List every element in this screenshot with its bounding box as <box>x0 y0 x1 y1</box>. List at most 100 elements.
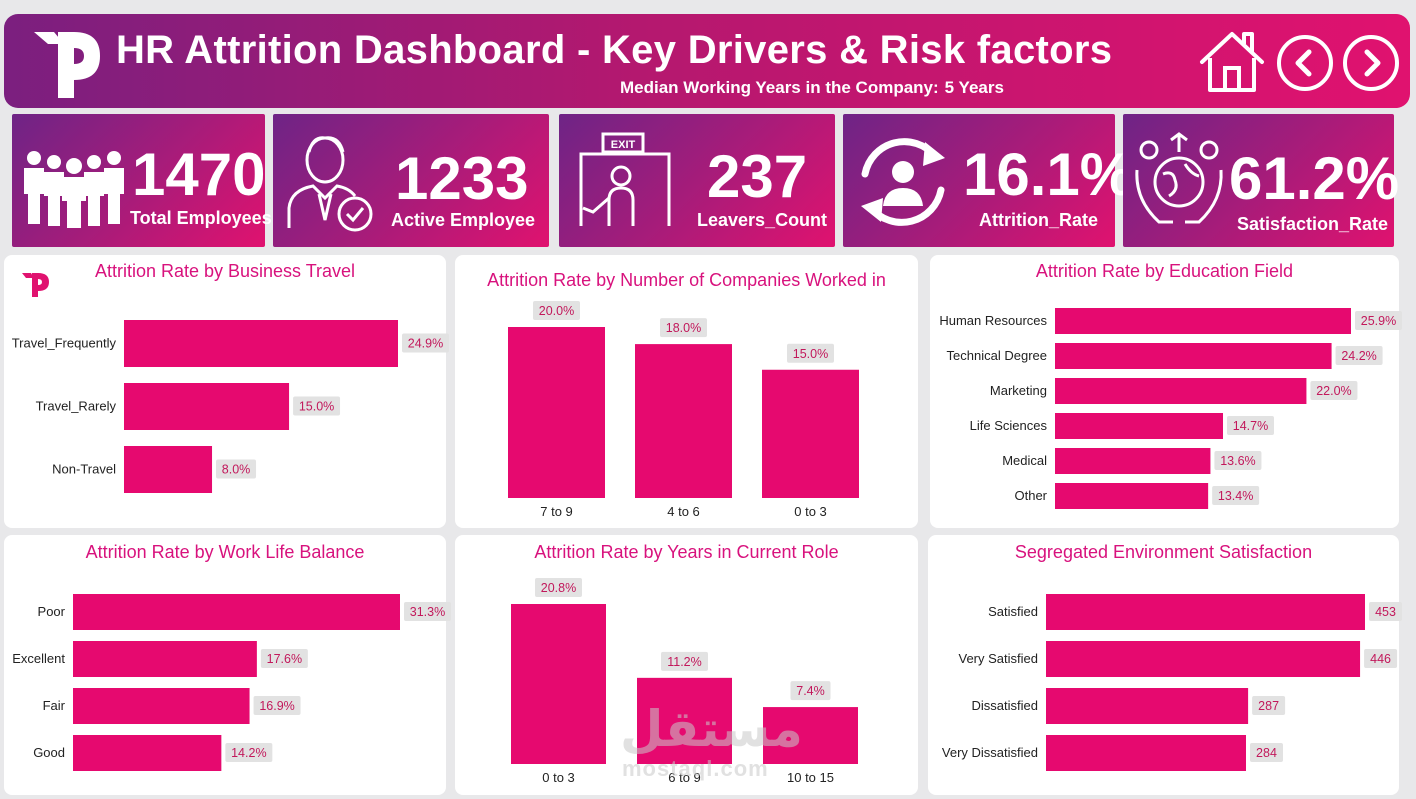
kpi-attrition-rate-label: Attrition_Rate <box>979 210 1099 230</box>
data-label: 14.7% <box>1233 419 1268 433</box>
company-logo <box>34 32 100 98</box>
median-years-value: 5 Years <box>944 78 1004 97</box>
kpi-satisfaction-rate-label: Satisfaction_Rate <box>1237 214 1389 234</box>
data-label: 22.0% <box>1316 384 1351 398</box>
category-label: Travel_Rarely <box>36 399 117 414</box>
bar <box>763 707 858 764</box>
kpi-active-employee-label: Active Employee <box>391 210 536 230</box>
hands-globe-icon <box>1135 132 1223 224</box>
data-label-bg <box>660 318 707 338</box>
data-label: 453 <box>1375 605 1396 619</box>
card-business-travel: Attrition Rate by Business Travel Travel… <box>4 255 449 528</box>
watermark-latin: mostaql.com <box>622 756 769 781</box>
bar <box>73 641 257 677</box>
median-years-label: Median Working Years in the Company: <box>620 78 939 97</box>
data-label-bg <box>216 459 257 479</box>
data-label: 14.2% <box>231 746 266 760</box>
data-label-bg <box>1212 486 1260 505</box>
category-label: Good <box>33 745 65 760</box>
kpi-active-employee: 1233 Active Employee <box>273 114 549 247</box>
page-title: HR Attrition Dashboard - Key Drivers & R… <box>116 28 1113 72</box>
data-label: 20.8% <box>541 581 576 595</box>
category-label: Life Sciences <box>970 418 1048 433</box>
people-group-icon <box>24 151 124 228</box>
bar <box>511 604 606 764</box>
data-label: 15.0% <box>793 347 828 361</box>
card-environment-satisfaction: Segregated Environment Satisfaction Sati… <box>928 535 1402 795</box>
category-label: Other <box>1014 488 1047 503</box>
employee-check-icon <box>287 136 373 232</box>
bar <box>73 594 400 630</box>
chart-business-travel: Travel_Frequently 24.9% Travel_Rarely 15.0%… <box>12 320 449 493</box>
bar <box>124 446 213 493</box>
category-label: Technical Degree <box>947 348 1047 363</box>
previous-page-button[interactable] <box>1274 32 1336 94</box>
card-education-field: Attrition Rate by Education Field Human … <box>930 255 1402 528</box>
bar <box>637 677 732 764</box>
bar <box>1046 735 1246 771</box>
data-label: 31.3% <box>410 605 445 619</box>
kpi-satisfaction-rate-value: 61.2% <box>1229 145 1400 212</box>
category-label: 0 to 3 <box>794 504 827 519</box>
home-icon[interactable] <box>1196 26 1268 98</box>
bar <box>1046 641 1361 677</box>
category-label: Non-Travel <box>52 462 116 477</box>
chart-title-companies-worked: Attrition Rate by Number of Companies Wo… <box>487 270 886 290</box>
data-label-bg <box>1310 381 1358 400</box>
chart-education-field: Human Resources 25.9% Technical Degree 24.2… <box>939 308 1402 509</box>
data-label-bg <box>535 578 582 597</box>
bar <box>1055 413 1223 439</box>
bar <box>73 688 250 724</box>
data-label: 7.4% <box>796 684 825 698</box>
person-cycle-icon <box>861 138 945 226</box>
category-label: 4 to 6 <box>667 504 700 519</box>
chart-work-life-balance: Poor 31.3% Excellent 17.6% Fair 16.9% Good 14.2… <box>12 594 451 771</box>
card-work-life-balance: Attrition Rate by Work Life Balance Poor… <box>4 535 451 795</box>
chart-title-environment-satisfaction: Segregated Environment Satisfaction <box>1014 542 1313 562</box>
watermark: مستقل mostaql.com <box>620 700 820 790</box>
data-label-bg <box>1355 311 1402 330</box>
chart-title-work-life-balance: Attrition Rate by Work Life Balance <box>85 542 365 562</box>
bar <box>762 369 859 498</box>
kpi-leavers-count-value: 237 <box>707 143 808 210</box>
bar <box>1055 378 1307 404</box>
category-label: Poor <box>38 604 66 619</box>
data-label: 13.4% <box>1218 489 1253 503</box>
chart-title-education-field: Attrition Rate by Education Field <box>1035 261 1294 281</box>
category-label: Dissatisfied <box>972 698 1038 713</box>
data-label: 284 <box>1256 746 1277 760</box>
chart-title-business-travel: Attrition Rate by Business Travel <box>94 261 356 281</box>
data-label-bg <box>1249 743 1283 762</box>
bar <box>508 327 605 498</box>
data-label-bg <box>404 602 451 621</box>
data-label-bg <box>533 301 580 320</box>
chart-environment-satisfaction: Satisfied 453 Very Satisfied 446 Dissatisfie… <box>942 594 1402 771</box>
category-label: Satisfied <box>988 604 1038 619</box>
bar <box>124 383 290 430</box>
data-label: 18.0% <box>666 321 701 335</box>
chart-years-current-role: 20.8% 0 to 3 11.2% 6 to 9 7.4% 10 to 15 <box>511 578 858 785</box>
data-label-bg <box>1214 451 1262 470</box>
category-label: Excellent <box>12 651 65 666</box>
company-logo-small <box>22 273 49 297</box>
category-label: Very Dissatisfied <box>942 745 1038 760</box>
chart-companies-worked: 20.0% 7 to 9 18.0% 4 to 6 15.0% 0 to 3 <box>508 301 859 519</box>
data-label-bg <box>1335 346 1383 365</box>
bar <box>1055 448 1211 474</box>
bar <box>635 344 732 498</box>
bar <box>1046 688 1249 724</box>
data-label-bg <box>293 396 341 416</box>
bar <box>1046 594 1365 630</box>
chart-title-years-current-role: Attrition Rate by Years in Current Role <box>534 542 839 562</box>
data-label: 11.2% <box>667 655 702 669</box>
category-label: Marketing <box>990 383 1047 398</box>
data-label: 16.9% <box>259 699 294 713</box>
next-page-button[interactable] <box>1340 32 1402 94</box>
kpi-total-employees-value: 1470 <box>132 141 266 208</box>
data-label: 287 <box>1258 699 1279 713</box>
data-label: 25.9% <box>1361 314 1396 328</box>
category-label: Very Satisfied <box>959 651 1039 666</box>
kpi-satisfaction-rate: 61.2% Satisfaction_Rate <box>1123 114 1399 247</box>
data-label: 15.0% <box>299 400 334 414</box>
category-label: 7 to 9 <box>540 504 573 519</box>
